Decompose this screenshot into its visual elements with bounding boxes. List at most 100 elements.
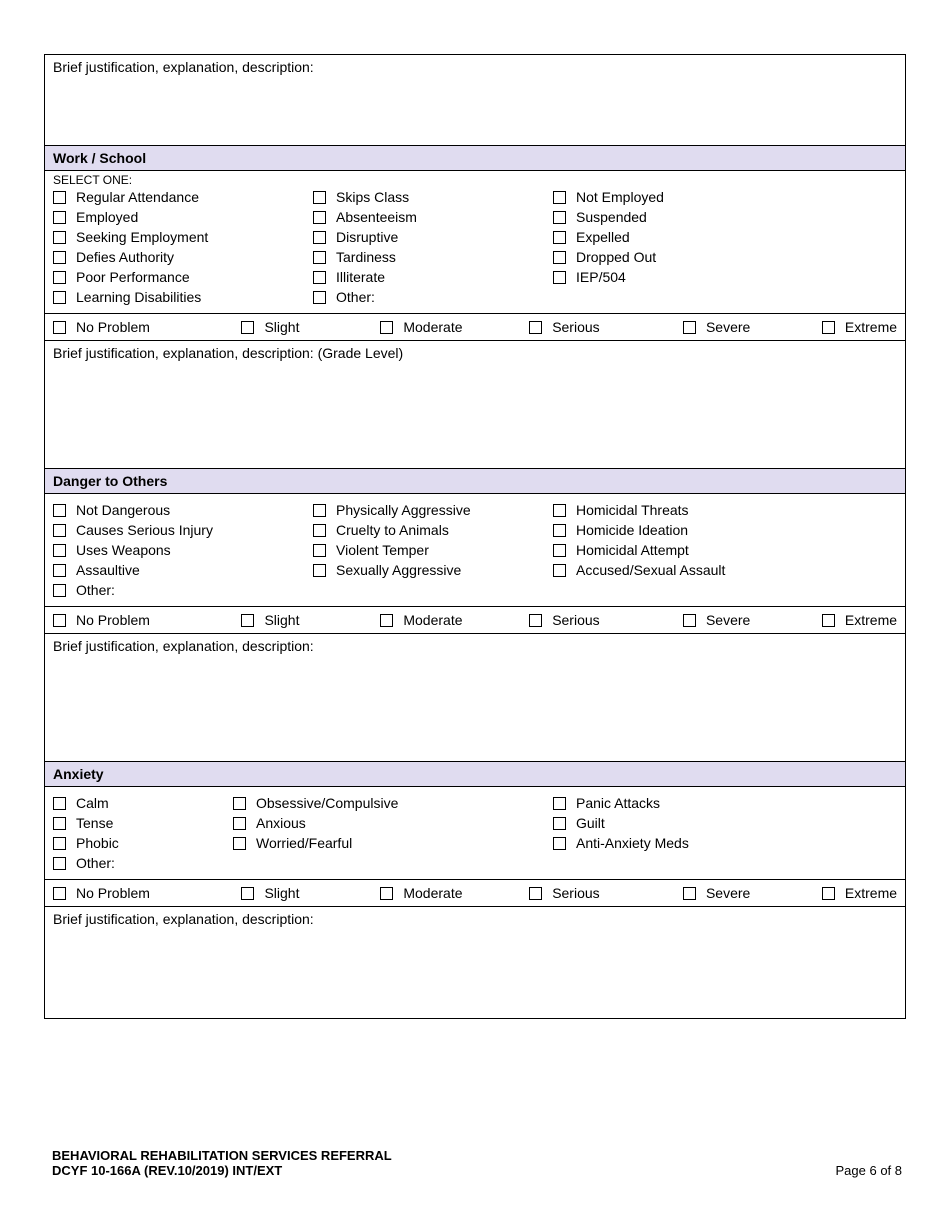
checkbox[interactable]	[313, 231, 326, 244]
checkbox[interactable]	[53, 887, 66, 900]
option-row: Causes Serious Injury	[53, 520, 313, 540]
checkbox[interactable]	[53, 321, 66, 334]
option-row: Physically Aggressive	[313, 500, 553, 520]
severity-option: Extreme	[822, 885, 897, 901]
checkbox[interactable]	[529, 887, 542, 900]
section-title-anxiety: Anxiety	[53, 766, 104, 782]
severity-label: Serious	[552, 885, 599, 901]
checkbox[interactable]	[233, 797, 246, 810]
severity-option: Moderate	[380, 885, 499, 901]
checkbox[interactable]	[53, 291, 66, 304]
checkbox[interactable]	[313, 291, 326, 304]
option-row: Suspended	[553, 207, 853, 227]
severity-option: Severe	[683, 319, 792, 335]
checkbox[interactable]	[313, 524, 326, 537]
checkbox[interactable]	[380, 321, 393, 334]
option-row: Other:	[313, 287, 553, 307]
checkbox[interactable]	[53, 564, 66, 577]
option-row: Assaultive	[53, 560, 313, 580]
checkbox[interactable]	[380, 887, 393, 900]
checkbox[interactable]	[553, 251, 566, 264]
checkbox[interactable]	[241, 614, 254, 627]
checkbox[interactable]	[553, 271, 566, 284]
checkbox[interactable]	[313, 271, 326, 284]
brief-justification-grade-label: Brief justification, explanation, descri…	[53, 345, 403, 361]
section-title-work-school: Work / School	[53, 150, 146, 166]
option-row: Dropped Out	[553, 247, 853, 267]
checkbox[interactable]	[529, 614, 542, 627]
option-label: IEP/504	[576, 267, 626, 287]
checkbox[interactable]	[313, 504, 326, 517]
option-label: Suspended	[576, 207, 647, 227]
section-header-work-school: Work / School	[45, 145, 905, 170]
option-row: Uses Weapons	[53, 540, 313, 560]
checkbox[interactable]	[553, 837, 566, 850]
brief-justification-cell-work-school: Brief justification, explanation, descri…	[45, 340, 905, 468]
checkbox[interactable]	[313, 191, 326, 204]
checkbox[interactable]	[53, 251, 66, 264]
checkbox[interactable]	[53, 817, 66, 830]
checkbox[interactable]	[313, 544, 326, 557]
option-row: Guilt	[553, 813, 853, 833]
option-row: Homicide Ideation	[553, 520, 853, 540]
checkbox[interactable]	[553, 544, 566, 557]
footer-page-number: Page 6 of 8	[836, 1163, 903, 1178]
checkbox[interactable]	[53, 271, 66, 284]
anxiety-col2: Obsessive/Compulsive Anxious Worried/Fea…	[233, 793, 553, 873]
checkbox[interactable]	[822, 887, 835, 900]
option-label: Other:	[76, 580, 115, 600]
checkbox[interactable]	[822, 614, 835, 627]
checkbox[interactable]	[553, 564, 566, 577]
checkbox[interactable]	[553, 524, 566, 537]
option-row: Seeking Employment	[53, 227, 313, 247]
option-row: Absenteeism	[313, 207, 553, 227]
checkbox[interactable]	[241, 321, 254, 334]
checkbox[interactable]	[53, 504, 66, 517]
checkbox[interactable]	[53, 837, 66, 850]
option-row: Panic Attacks	[553, 793, 853, 813]
checkbox[interactable]	[683, 887, 696, 900]
checkbox[interactable]	[683, 614, 696, 627]
footer-left: BEHAVIORAL REHABILITATION SERVICES REFER…	[52, 1148, 392, 1178]
checkbox[interactable]	[241, 887, 254, 900]
checkbox[interactable]	[53, 524, 66, 537]
checkbox[interactable]	[313, 251, 326, 264]
checkbox[interactable]	[233, 817, 246, 830]
checkbox[interactable]	[553, 797, 566, 810]
checkbox[interactable]	[553, 211, 566, 224]
checkbox[interactable]	[553, 504, 566, 517]
checkbox[interactable]	[683, 321, 696, 334]
checkbox[interactable]	[553, 817, 566, 830]
severity-label: Moderate	[403, 319, 462, 335]
checkbox[interactable]	[313, 211, 326, 224]
checkbox[interactable]	[53, 211, 66, 224]
severity-row-danger: No Problem Slight Moderate Serious Sever…	[45, 606, 905, 633]
option-label: Assaultive	[76, 560, 140, 580]
checkbox[interactable]	[53, 614, 66, 627]
checkbox[interactable]	[313, 564, 326, 577]
checkbox[interactable]	[53, 857, 66, 870]
checkbox[interactable]	[53, 584, 66, 597]
severity-option: No Problem	[53, 885, 211, 901]
option-label: Defies Authority	[76, 247, 174, 267]
severity-label: Slight	[264, 319, 299, 335]
option-label: Poor Performance	[76, 267, 190, 287]
checkbox[interactable]	[822, 321, 835, 334]
severity-label: Extreme	[845, 885, 897, 901]
severity-label: No Problem	[76, 319, 150, 335]
checkbox[interactable]	[53, 191, 66, 204]
checkbox[interactable]	[553, 231, 566, 244]
checkbox[interactable]	[529, 321, 542, 334]
checkbox[interactable]	[233, 837, 246, 850]
checkbox[interactable]	[53, 231, 66, 244]
severity-option: Extreme	[822, 319, 897, 335]
anxiety-col3: Panic Attacks Guilt Anti-Anxiety Meds	[553, 793, 853, 873]
option-label: Sexually Aggressive	[336, 560, 461, 580]
option-row: Homicidal Attempt	[553, 540, 853, 560]
checkbox[interactable]	[553, 191, 566, 204]
option-label: Phobic	[76, 833, 119, 853]
checkbox[interactable]	[53, 544, 66, 557]
option-row: Cruelty to Animals	[313, 520, 553, 540]
checkbox[interactable]	[380, 614, 393, 627]
checkbox[interactable]	[53, 797, 66, 810]
